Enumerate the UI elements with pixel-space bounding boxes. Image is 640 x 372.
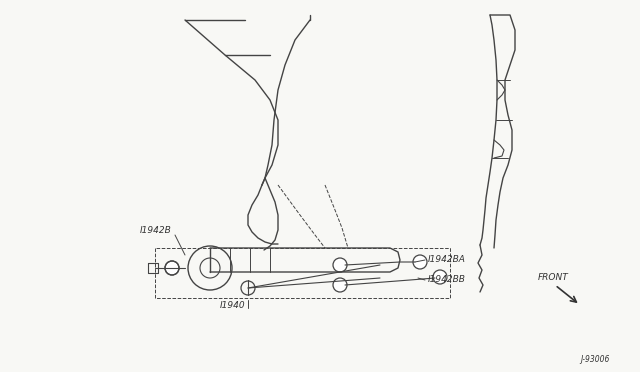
Circle shape	[413, 255, 427, 269]
Text: I1942BA: I1942BA	[428, 256, 466, 264]
Circle shape	[433, 270, 447, 284]
Circle shape	[333, 258, 347, 272]
Text: J-93006: J-93006	[580, 356, 610, 365]
Circle shape	[333, 278, 347, 292]
Text: I1942BB: I1942BB	[428, 276, 466, 285]
Text: I1942B: I1942B	[140, 225, 172, 234]
Text: I1940: I1940	[220, 301, 246, 311]
Text: FRONT: FRONT	[538, 273, 569, 282]
Circle shape	[165, 261, 179, 275]
